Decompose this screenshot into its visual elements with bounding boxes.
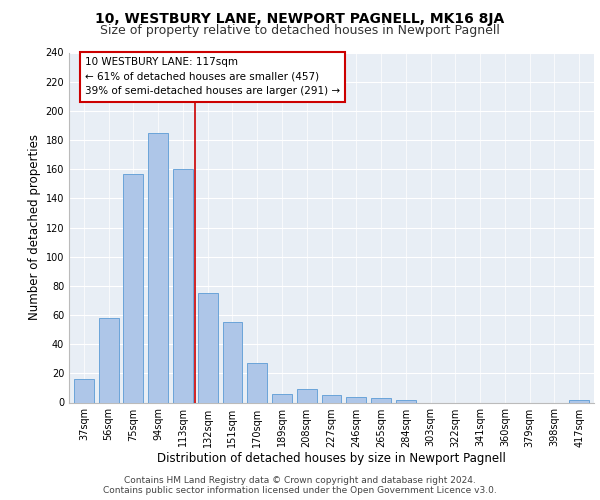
Bar — [173, 169, 193, 402]
Bar — [198, 293, 218, 403]
Y-axis label: Number of detached properties: Number of detached properties — [28, 134, 41, 320]
Bar — [124, 174, 143, 402]
Bar — [148, 132, 168, 402]
Bar — [74, 379, 94, 402]
Bar — [272, 394, 292, 402]
Text: Size of property relative to detached houses in Newport Pagnell: Size of property relative to detached ho… — [100, 24, 500, 37]
Bar — [371, 398, 391, 402]
Text: Contains HM Land Registry data © Crown copyright and database right 2024.: Contains HM Land Registry data © Crown c… — [124, 476, 476, 485]
Bar — [396, 400, 416, 402]
Bar — [99, 318, 119, 402]
Text: 10, WESTBURY LANE, NEWPORT PAGNELL, MK16 8JA: 10, WESTBURY LANE, NEWPORT PAGNELL, MK16… — [95, 12, 505, 26]
Bar — [223, 322, 242, 402]
Bar — [247, 363, 267, 403]
Bar — [346, 396, 366, 402]
Text: 10 WESTBURY LANE: 117sqm
← 61% of detached houses are smaller (457)
39% of semi-: 10 WESTBURY LANE: 117sqm ← 61% of detach… — [85, 57, 340, 96]
Bar — [297, 390, 317, 402]
X-axis label: Distribution of detached houses by size in Newport Pagnell: Distribution of detached houses by size … — [157, 452, 506, 466]
Bar — [322, 395, 341, 402]
Text: Contains public sector information licensed under the Open Government Licence v3: Contains public sector information licen… — [103, 486, 497, 495]
Bar — [569, 400, 589, 402]
